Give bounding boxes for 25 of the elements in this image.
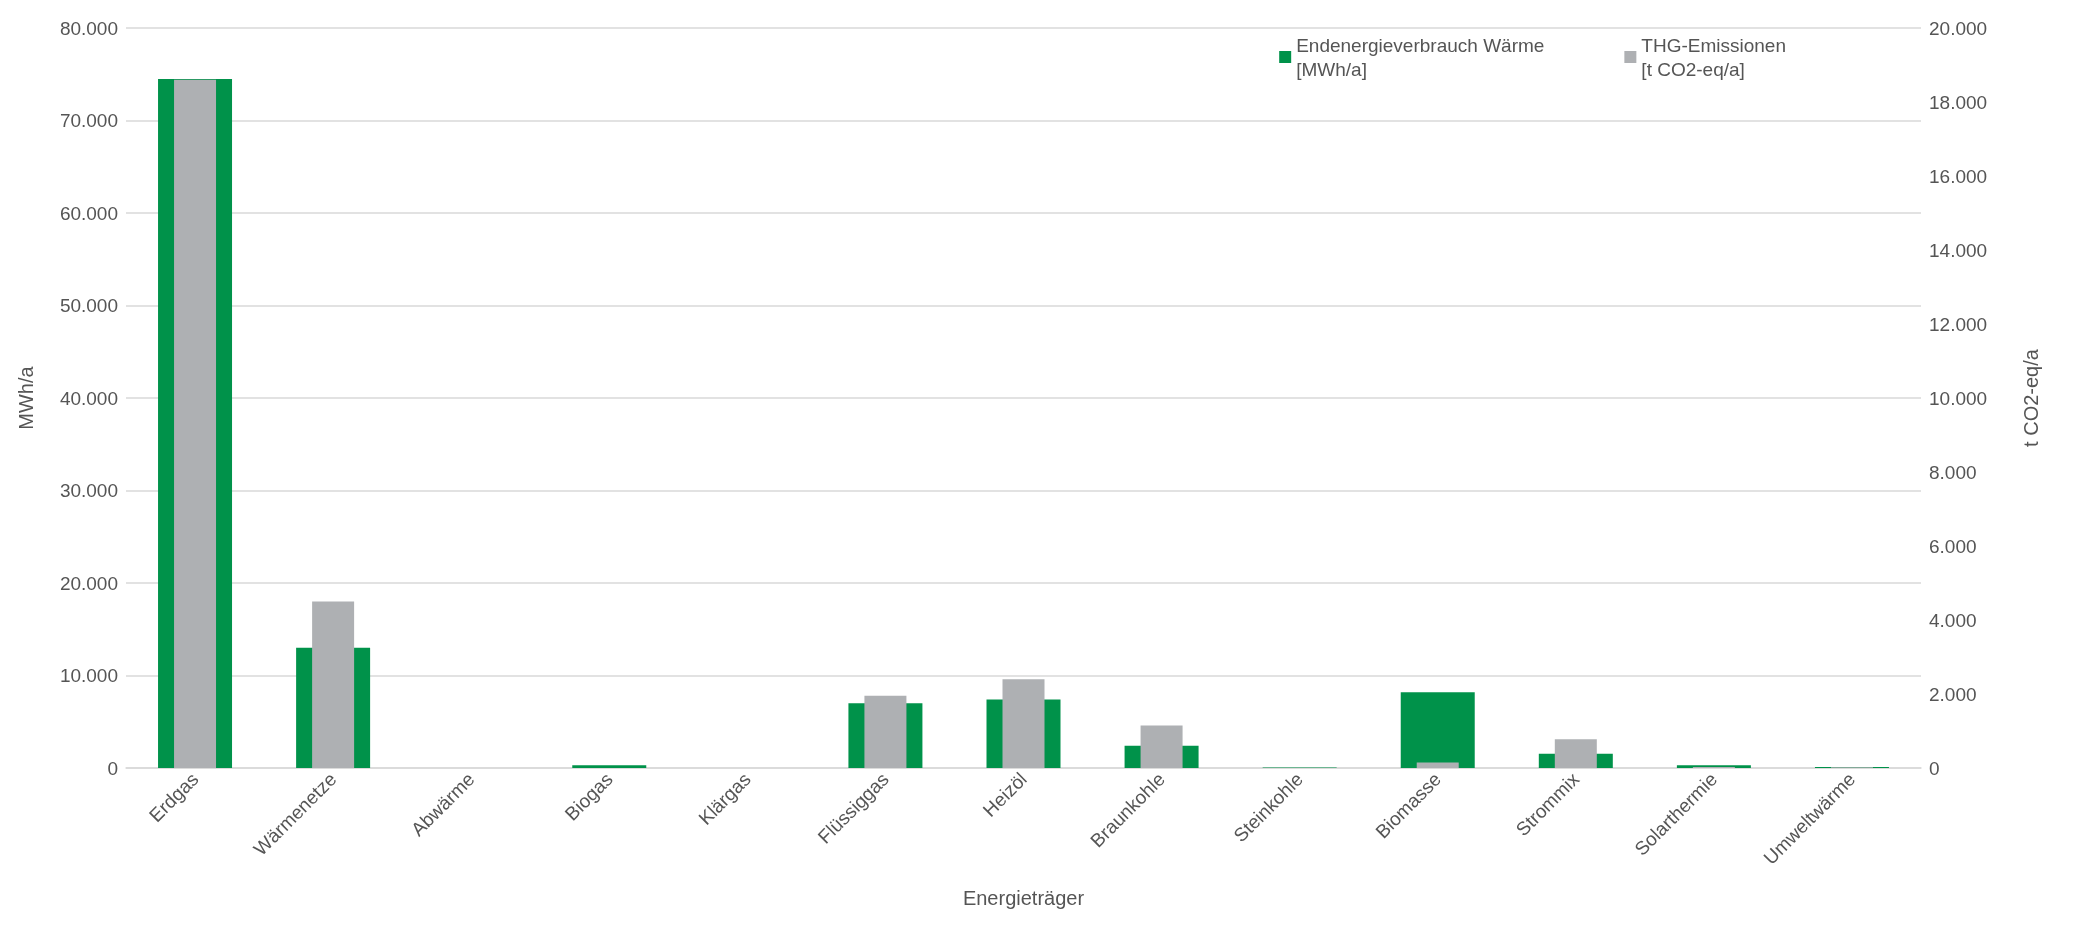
y2-tick-label: 6.000 [1929, 535, 1977, 557]
y2-tick-label: 0 [1929, 757, 1940, 779]
y-tick-label: 20.000 [59, 572, 118, 594]
y2-tick-label: 10.000 [1929, 387, 1988, 409]
y2-tick-label: 18.000 [1929, 91, 1988, 113]
y-tick-label: 60.000 [59, 202, 118, 224]
y-tick-label: 70.000 [59, 110, 118, 131]
y2-tick-label: 12.000 [1929, 313, 1988, 335]
y2-tick-label: 8.000 [1929, 461, 1977, 483]
y2-tick-label: 16.000 [1929, 165, 1988, 187]
legend-label: Endenergieverbrauch Wärme [MWh/a] [1296, 34, 1545, 80]
y2-tick-label: 20.000 [1929, 17, 1988, 39]
y2-tick-label: 4.000 [1929, 609, 1977, 631]
legend-label: THG-Emissionen [t CO2-eq/a] [1641, 34, 1787, 80]
y-tick-label: 10.000 [59, 665, 118, 686]
x-axis-title: Energieträger [962, 887, 1085, 909]
y-tick-label: 40.000 [59, 387, 118, 409]
y-tick-label: 80.000 [59, 17, 118, 39]
y-tick-label: 50.000 [59, 295, 118, 316]
y-axis-title: MWh/a [15, 365, 37, 430]
y2-tick-label: 14.000 [1929, 239, 1988, 261]
y-tick-label: 0 [107, 757, 118, 779]
y2-tick-label: 2.000 [1929, 683, 1977, 705]
y-tick-label: 30.000 [59, 480, 118, 501]
y2-axis-title: t CO2-eq/a [2020, 348, 2042, 447]
